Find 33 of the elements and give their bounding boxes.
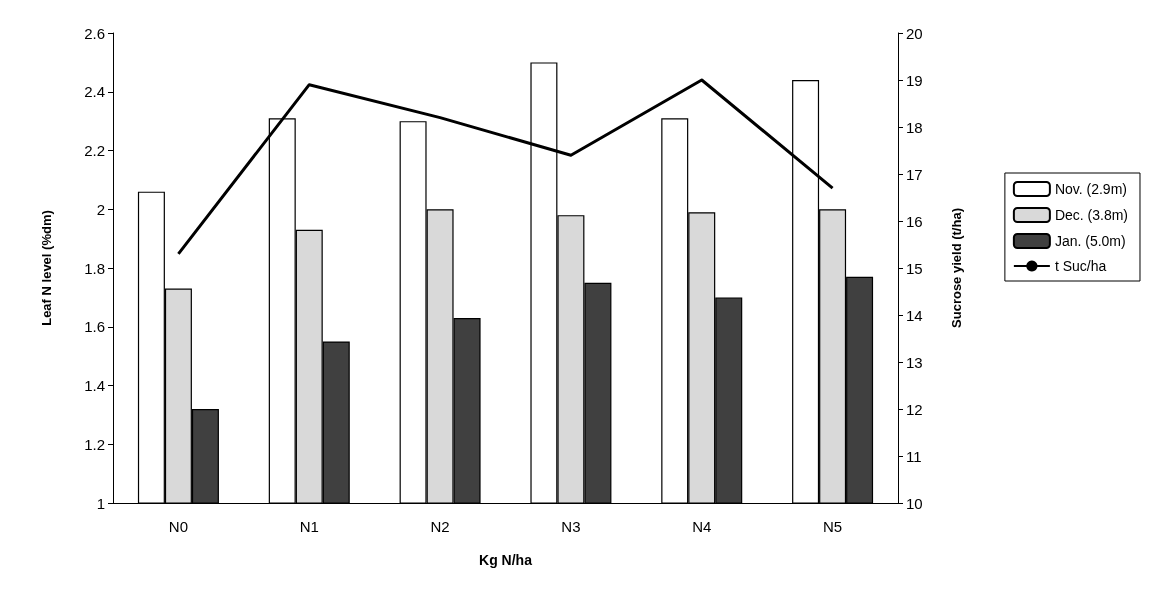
legend-label: Nov. (2.9m) [1054, 181, 1127, 197]
y-tick-label: 2 [96, 200, 105, 218]
x-tick-label: N4 [692, 518, 712, 535]
x-tick-label: N1 [299, 518, 319, 535]
y2-tick-label: 15 [906, 259, 923, 277]
legend-label: Dec. (3.8m) [1054, 207, 1128, 223]
y2-tick-label: 13 [906, 353, 923, 371]
y-axis-title: Leaf N level (%dm) [39, 210, 54, 326]
y-tick-label: 2.6 [84, 24, 105, 42]
y-tick-label: 2.2 [84, 142, 105, 159]
y-tick-label: 1.4 [84, 377, 105, 394]
y2-tick-label: 12 [906, 400, 923, 418]
y2-tick-label: 19 [906, 71, 923, 89]
y2-tick-label: 11 [906, 447, 922, 465]
x-axis-title: Kg N/ha [479, 552, 533, 568]
y-tick-label: 1.2 [84, 435, 105, 453]
x-tick-label: N5 [822, 518, 843, 535]
y2-axis-title: Sucrose yield (t/ha) [949, 208, 964, 328]
y-tick-label: 2.4 [84, 83, 105, 101]
y2-tick-label: 10 [906, 494, 923, 512]
y-tick-label: 1.6 [84, 318, 105, 336]
x-tick-label: N0 [168, 518, 189, 535]
legend-label: Jan. (5.0m) [1054, 233, 1126, 249]
x-tick-label: N3 [561, 518, 581, 535]
legend-label: t Suc/ha [1054, 258, 1107, 274]
y2-tick-label: 20 [906, 24, 923, 42]
y2-tick-label: 17 [906, 165, 923, 183]
y2-tick-label: 14 [906, 306, 923, 324]
y-tick-label: 1.8 [84, 259, 105, 277]
y2-tick-label: 16 [906, 212, 923, 230]
y2-tick-label: 18 [906, 118, 923, 136]
y-tick-label: 1 [96, 494, 105, 512]
x-tick-label: N2 [430, 518, 450, 535]
